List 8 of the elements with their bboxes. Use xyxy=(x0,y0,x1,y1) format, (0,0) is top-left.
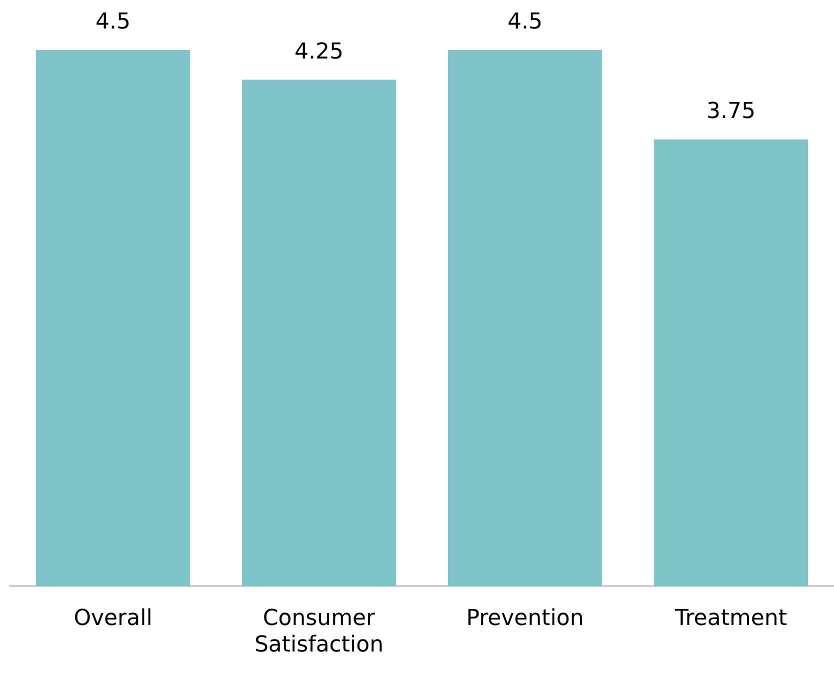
data-label: 3.75 xyxy=(706,99,756,124)
data-label: 4.5 xyxy=(96,10,130,35)
x-tick-label: Overall xyxy=(74,606,152,632)
data-label: 4.25 xyxy=(294,40,344,65)
data-label: 4.5 xyxy=(508,10,542,35)
x-tick-label: Consumer Satisfaction xyxy=(254,606,384,658)
x-tick-label: Prevention xyxy=(466,606,584,632)
x-tick-label: Treatment xyxy=(674,606,788,632)
